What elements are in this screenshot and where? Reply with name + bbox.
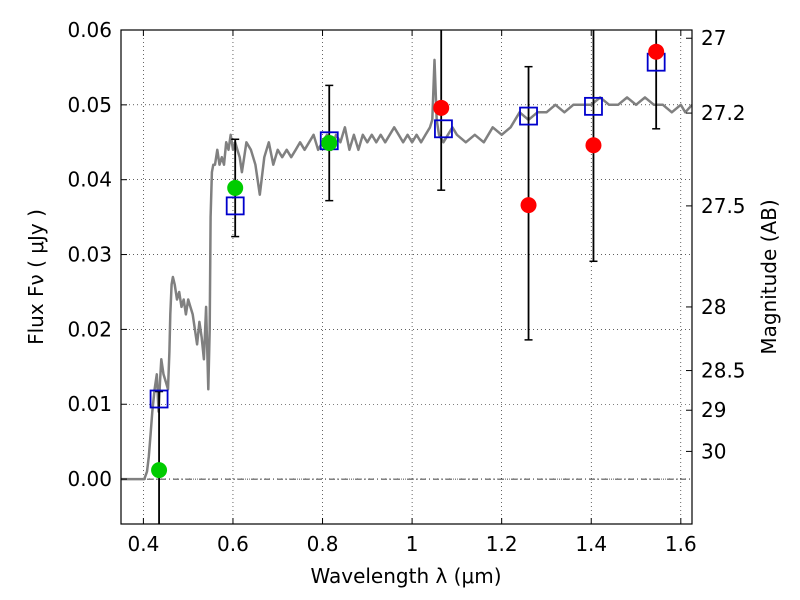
y-tick-label: 0.06: [67, 18, 112, 42]
mag-tick-label: 29: [701, 398, 726, 422]
mag-tick-label: 30: [701, 439, 726, 463]
model-flux-square: [519, 106, 538, 126]
model-flux-square: [434, 119, 453, 139]
observed-flux-point: [433, 99, 450, 116]
y-tick-label: 0.05: [67, 93, 112, 117]
x-tick-label: 1: [406, 532, 419, 556]
x-tick-label: 1.2: [486, 532, 518, 556]
y-tick-label: 0.01: [67, 392, 112, 416]
mag-tick-label: 28: [701, 295, 726, 319]
y-tick-label: 0.02: [67, 317, 112, 341]
observed-flux-point: [520, 197, 537, 214]
observed-flux-point: [151, 462, 168, 479]
y-tick-label: 0.03: [67, 243, 112, 267]
observed-flux-point: [585, 137, 602, 154]
model-flux-square: [584, 96, 603, 116]
spectrum-line: [121, 58, 692, 481]
y-tick-label: 0.00: [67, 467, 112, 491]
observed-flux-point: [227, 179, 244, 196]
x-tick-label: 0.4: [127, 532, 159, 556]
mag-tick-label: 27.2: [701, 101, 746, 125]
plot-area: [121, 30, 692, 524]
y-tick-label: 0.04: [67, 168, 112, 192]
observed-flux-point: [648, 43, 665, 60]
x-axis-label: Wavelength λ (μm): [310, 564, 501, 588]
y-axis-label: Flux Fν ( μJy ): [24, 209, 48, 345]
y2-axis-label: Magnitude (AB): [757, 199, 781, 354]
x-tick-label: 1.6: [665, 532, 697, 556]
mag-tick-label: 27.5: [701, 194, 746, 218]
x-tick-label: 1.4: [575, 532, 607, 556]
axes-frame: [120, 29, 693, 525]
mag-tick-label: 27: [701, 26, 726, 50]
x-tick-label: 0.8: [307, 532, 339, 556]
grid-lines: [121, 29, 692, 524]
observed-flux-point: [321, 135, 338, 152]
mag-tick-label: 28.5: [701, 359, 746, 383]
x-tick-label: 0.6: [217, 532, 249, 556]
axis-ticks: 0.4 0.6 0.8 1 1.2 1.4 1.6 0.00 0.01 0.02 0.03 0.04 0…: [67, 18, 745, 556]
model-flux-square: [149, 389, 169, 409]
model-flux-square: [225, 196, 245, 216]
